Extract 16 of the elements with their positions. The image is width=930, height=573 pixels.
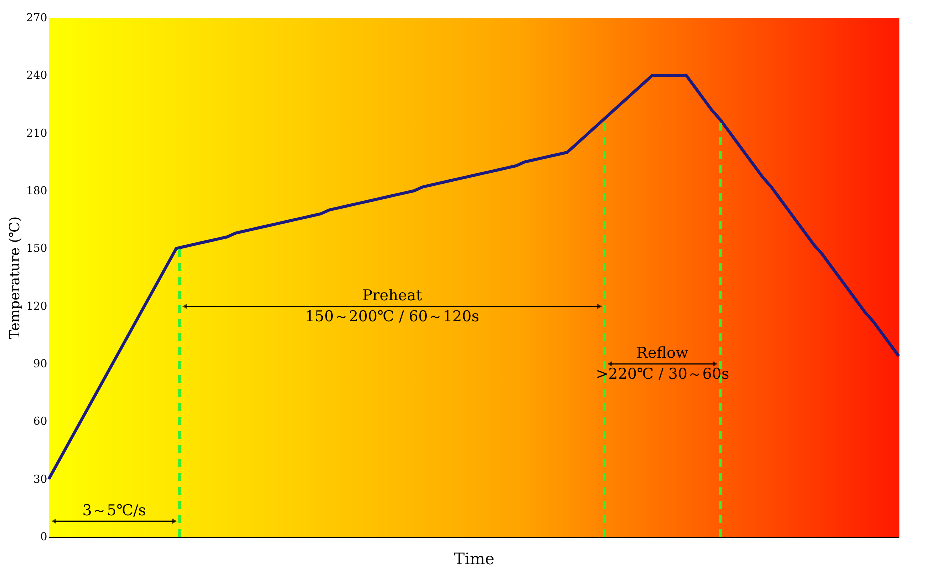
line-series <box>48 74 900 481</box>
y-tick-label: 90 <box>34 358 48 370</box>
y-tick-label: 180 <box>26 184 48 198</box>
annotation: Reflow >220℃ / 30～60s <box>596 344 730 384</box>
y-tick-label: 150 <box>26 242 48 256</box>
x-axis-title: Time <box>454 550 495 568</box>
y-tick-label: 270 <box>26 12 48 24</box>
y-tick-label: 0 <box>40 530 48 544</box>
annotation: Preheat 150～200℃ / 60～120s <box>305 286 480 326</box>
y-tick-label: 210 <box>26 126 48 140</box>
annotation: 3～5℃/s <box>82 501 146 520</box>
y-tick-label: 120 <box>26 300 48 313</box>
y-tick-label: 30 <box>34 472 48 486</box>
y-tick-label: 60 <box>34 415 48 428</box>
y-axis-title: Temperature (℃) <box>8 216 24 340</box>
y-tick-label: 240 <box>26 69 48 82</box>
